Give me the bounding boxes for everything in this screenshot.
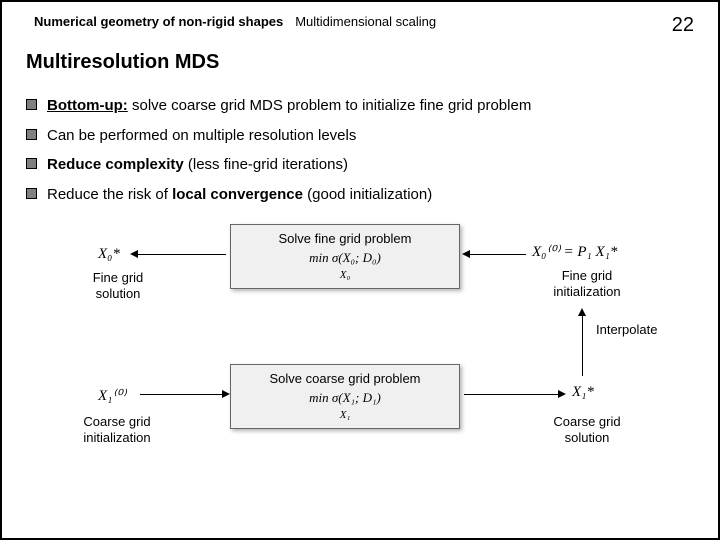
page-number: 22 [672,14,694,37]
bullet-item: Reduce the risk of local convergence (go… [26,185,694,205]
coarse-solution-math: X₁* [572,384,594,401]
coarse-box-title: Solve coarse grid problem [241,371,449,386]
arrow-head-right-icon [558,390,566,398]
header-topic: Multidimensional scaling [295,14,436,37]
bullet-text: Reduce complexity (less fine-grid iterat… [47,155,348,175]
slide-title: Multiresolution MDS [2,45,718,86]
bullet-text: Can be performed on multiple resolution … [47,126,356,146]
bullet-item: Can be performed on multiple resolution … [26,126,694,146]
slide-header: Numerical geometry of non-rigid shapes M… [2,2,718,45]
fine-box-math: min σ(X₀; D₀) X₀ [241,250,449,282]
coarse-box: Solve coarse grid problem min σ(X₁; D₁) … [230,364,460,429]
bullet-text: Reduce the risk of local convergence (go… [47,185,432,205]
coarse-init-label: Coarse gridinitialization [72,414,162,445]
fine-solution-label: Fine gridsolution [78,270,158,301]
arrow-head-left-icon [462,250,470,258]
bullet-item: Reduce complexity (less fine-grid iterat… [26,155,694,175]
fine-solution-math: X₀* [98,246,120,263]
bullet-marker-icon [26,188,37,199]
arrow-head-right-icon [222,390,230,398]
fine-init-label: Fine gridinitialization [542,268,632,299]
arrow-head-left-icon [130,250,138,258]
arrow-line [582,314,583,376]
coarse-box-math: min σ(X₁; D₁) X₁ [241,390,449,422]
bullet-marker-icon [26,158,37,169]
coarse-solution-label: Coarse gridsolution [542,414,632,445]
fine-box-title: Solve fine grid problem [241,231,449,246]
fine-init-math: X₀⁽⁰⁾ = P₁ X₁* [532,242,617,261]
arrow-line [464,394,560,395]
arrow-line [468,254,526,255]
arrow-line [140,394,224,395]
header-course: Numerical geometry of non-rigid shapes [34,14,283,37]
fine-box: Solve fine grid problem min σ(X₀; D₀) X₀ [230,224,460,289]
coarse-init-math: X₁⁽⁰⁾ [98,386,126,405]
bullet-list: Bottom-up: solve coarse grid MDS problem… [2,96,718,204]
flowchart: Solve fine grid problem min σ(X₀; D₀) X₀… [2,214,718,474]
bullet-text: Bottom-up: solve coarse grid MDS problem… [47,96,531,116]
interpolate-label: Interpolate [596,322,657,338]
arrow-line [136,254,226,255]
bullet-marker-icon [26,99,37,110]
arrow-head-up-icon [578,308,586,316]
bullet-marker-icon [26,129,37,140]
bullet-item: Bottom-up: solve coarse grid MDS problem… [26,96,694,116]
